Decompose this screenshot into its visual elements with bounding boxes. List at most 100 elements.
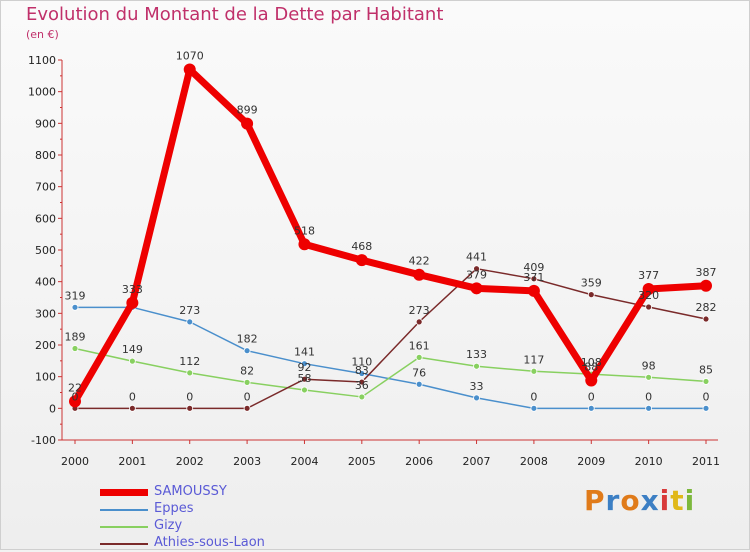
data-point-samoussy bbox=[642, 282, 655, 295]
y-tick-label: 200 bbox=[35, 339, 56, 352]
data-label-eppes: 319 bbox=[65, 289, 86, 302]
data-label-eppes: 110 bbox=[351, 356, 372, 369]
data-label-samoussy: 379 bbox=[466, 268, 487, 281]
data-label-gizy: 85 bbox=[699, 363, 713, 376]
data-label-eppes: 141 bbox=[294, 346, 315, 359]
data-label-gizy: 133 bbox=[466, 348, 487, 361]
data-label-athies-sous-laon: 0 bbox=[72, 390, 79, 403]
data-point-gizy bbox=[71, 345, 79, 352]
data-point-athies-sous-laon bbox=[301, 375, 308, 383]
legend: SAMOUSSY Eppes Gizy Athies-sous-Laon bbox=[100, 484, 400, 552]
data-label-samoussy: 88 bbox=[584, 360, 598, 373]
data-point-eppes bbox=[415, 380, 423, 388]
x-tick-label: 2005 bbox=[348, 455, 376, 468]
data-point-eppes bbox=[702, 404, 710, 412]
data-label-eppes: 0 bbox=[588, 390, 595, 403]
data-point-gizy bbox=[473, 362, 480, 370]
data-label-athies-sous-laon: 0 bbox=[244, 390, 251, 403]
y-tick-label: 600 bbox=[35, 212, 56, 225]
data-label-athies-sous-laon: 83 bbox=[355, 364, 369, 377]
series-line-athies-sous-laon bbox=[74, 267, 707, 410]
data-label-eppes: 76 bbox=[412, 366, 426, 379]
data-point-gizy bbox=[530, 367, 538, 375]
x-tick-label: 2009 bbox=[577, 455, 605, 468]
data-point-samoussy bbox=[700, 279, 712, 292]
legend-label-samoussy: SAMOUSSY bbox=[154, 484, 227, 499]
data-label-samoussy: 518 bbox=[294, 224, 315, 237]
data-point-athies-sous-laon bbox=[243, 404, 251, 412]
x-tick-label: 2002 bbox=[176, 455, 204, 468]
data-label-athies-sous-laon: 0 bbox=[186, 390, 193, 403]
legend-swatch-eppes bbox=[100, 509, 148, 511]
data-point-gizy bbox=[186, 369, 194, 377]
data-label-eppes: 33 bbox=[470, 380, 484, 393]
brand-letter: o bbox=[620, 484, 641, 517]
x-tick-label: 2011 bbox=[692, 455, 720, 468]
y-tick-label: 1000 bbox=[28, 86, 56, 99]
data-point-samoussy bbox=[126, 296, 139, 309]
legend-label-gizy: Gizy bbox=[154, 518, 183, 533]
brand-logo: Proxiti bbox=[584, 484, 695, 517]
data-point-eppes bbox=[186, 318, 194, 326]
data-label-samoussy: 387 bbox=[696, 266, 717, 279]
data-label-athies-sous-laon: 441 bbox=[466, 251, 487, 264]
data-point-eppes bbox=[71, 303, 79, 311]
data-point-gizy bbox=[243, 378, 251, 386]
y-tick-label: 100 bbox=[35, 371, 56, 384]
data-label-athies-sous-laon: 359 bbox=[581, 277, 602, 290]
legend-item-eppes: Eppes bbox=[100, 501, 400, 518]
data-label-eppes: 0 bbox=[645, 390, 652, 403]
data-point-samoussy bbox=[470, 282, 483, 295]
data-label-athies-sous-laon: 282 bbox=[696, 301, 717, 314]
data-point-gizy bbox=[128, 357, 136, 365]
data-label-gizy: 98 bbox=[642, 359, 656, 372]
brand-letter: i bbox=[684, 484, 696, 517]
data-label-samoussy: 899 bbox=[237, 104, 258, 117]
data-label-eppes: 0 bbox=[703, 390, 710, 403]
data-point-samoussy bbox=[527, 284, 540, 297]
legend-swatch-athies-sous-laon bbox=[100, 543, 148, 545]
data-point-samoussy bbox=[298, 238, 311, 251]
series-line-samoussy bbox=[71, 66, 710, 405]
y-tick-label: 900 bbox=[35, 117, 56, 130]
data-point-athies-sous-laon bbox=[587, 291, 595, 299]
data-label-gizy: 82 bbox=[240, 364, 254, 377]
data-point-samoussy bbox=[183, 63, 196, 76]
data-point-gizy bbox=[645, 373, 653, 381]
data-label-gizy: 108 bbox=[581, 356, 602, 369]
x-tick-label: 2010 bbox=[635, 455, 663, 468]
brand-letter: i bbox=[659, 484, 671, 517]
legend-swatch-gizy bbox=[100, 526, 148, 528]
data-point-gizy bbox=[702, 378, 710, 385]
data-label-athies-sous-laon: 0 bbox=[129, 390, 136, 403]
data-label-athies-sous-laon: 409 bbox=[523, 261, 544, 274]
data-point-samoussy bbox=[69, 395, 81, 408]
data-label-samoussy: 422 bbox=[409, 255, 430, 268]
y-tick-label: 400 bbox=[35, 276, 56, 289]
data-point-eppes bbox=[243, 347, 251, 355]
x-tick-label: 2008 bbox=[520, 455, 548, 468]
data-label-eppes: 0 bbox=[530, 390, 537, 403]
data-label-gizy: 36 bbox=[355, 379, 369, 392]
x-tick-label: 2001 bbox=[118, 455, 146, 468]
y-tick-label: 0 bbox=[49, 402, 56, 415]
data-label-eppes: 273 bbox=[179, 304, 200, 317]
data-label-athies-sous-laon: 92 bbox=[297, 361, 311, 374]
legend-swatch-samoussy bbox=[100, 489, 148, 496]
data-label-eppes: 182 bbox=[237, 333, 258, 346]
x-tick-label: 2000 bbox=[61, 455, 89, 468]
data-label-samoussy: 22 bbox=[68, 381, 82, 394]
data-point-athies-sous-laon bbox=[415, 318, 423, 326]
legend-item-samoussy: SAMOUSSY bbox=[100, 484, 400, 501]
data-point-samoussy bbox=[355, 254, 368, 267]
chart-subtitle: (en €) bbox=[26, 28, 59, 41]
data-point-gizy bbox=[301, 386, 308, 394]
y-tick-label: 500 bbox=[35, 244, 56, 257]
brand-letter: r bbox=[605, 484, 621, 517]
data-label-samoussy: 377 bbox=[638, 269, 659, 282]
legend-item-athies-sous-laon: Athies-sous-Laon bbox=[100, 535, 400, 552]
data-label-gizy: 161 bbox=[409, 339, 430, 352]
x-tick-label: 2006 bbox=[405, 455, 433, 468]
data-label-samoussy: 1070 bbox=[176, 50, 204, 63]
x-tick-label: 2007 bbox=[463, 455, 491, 468]
